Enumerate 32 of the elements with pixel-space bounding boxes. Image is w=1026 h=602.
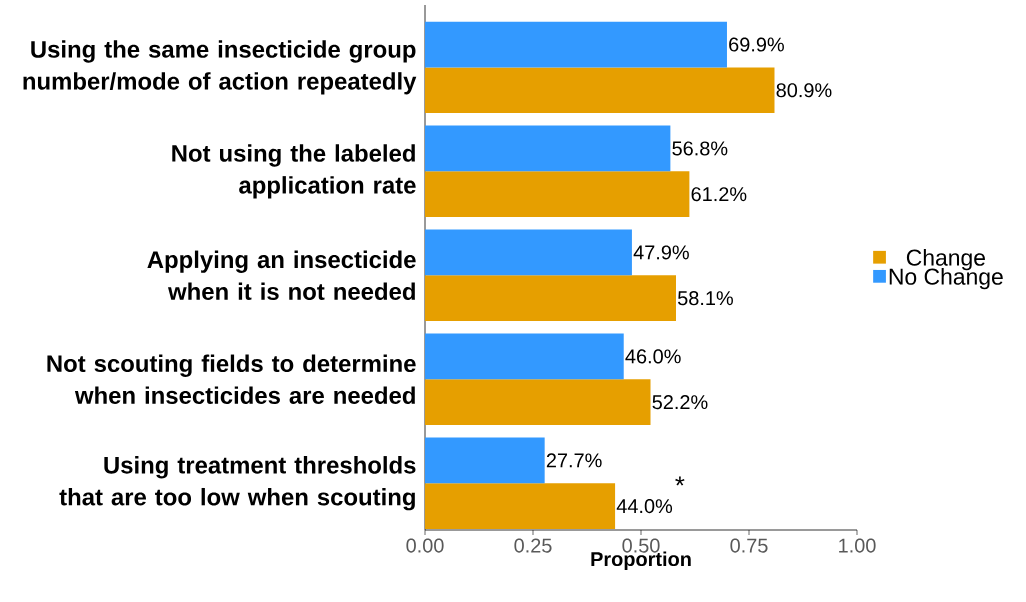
y-tick-label: Using treatment thresholds that are too low when scouting	[59, 456, 416, 511]
data-label: 52.2%	[652, 395, 708, 410]
bar	[425, 171, 690, 218]
data-label: 80.9%	[776, 83, 832, 98]
y-tick-label: Not using the labeled application rate	[172, 144, 416, 199]
data-label: 46.0%	[625, 349, 681, 364]
bar	[425, 125, 671, 172]
data-label: 69.9%	[729, 37, 784, 52]
x-tick-label: 1.00	[839, 538, 876, 553]
data-label: 44.0%	[616, 499, 673, 514]
y-tick-label: Applying an insecticide when it is not needed	[147, 250, 416, 301]
x-tick-label: 0.50	[622, 538, 660, 553]
bar	[425, 333, 624, 380]
x-axis-title: Proportion	[591, 551, 691, 571]
data-label: 27.7%	[546, 453, 602, 468]
x-tick-label: 0.25	[514, 538, 552, 553]
x-tick-label: 0.00	[406, 538, 444, 553]
annotation: *	[675, 476, 685, 486]
y-tick-label: Not scouting fields to determine when insecticides are needed	[47, 354, 416, 404]
bar	[425, 67, 775, 114]
bar	[425, 229, 632, 276]
data-label: 47.9%	[633, 245, 689, 260]
bar	[425, 483, 616, 529]
bar	[425, 275, 676, 322]
y-tick-label: Using the same insecticide group number/mode of action repeatedly	[23, 40, 417, 95]
bar	[425, 437, 545, 484]
x-tick-label: 0.75	[730, 538, 768, 553]
bar	[425, 21, 727, 68]
data-label: 58.1%	[677, 291, 733, 306]
bar	[425, 379, 651, 425]
data-label: 61.2%	[691, 187, 747, 202]
data-label: 56.8%	[672, 141, 728, 156]
